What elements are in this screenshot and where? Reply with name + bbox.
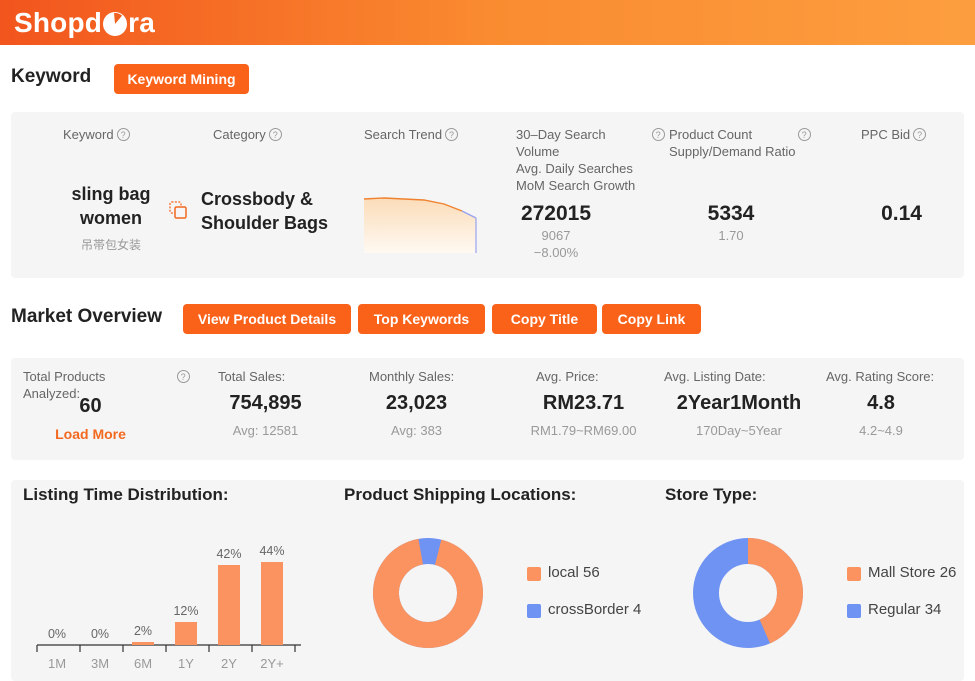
svg-text:42%: 42% — [216, 547, 241, 561]
svg-text:2Y: 2Y — [221, 656, 237, 671]
svg-text:3M: 3M — [91, 656, 109, 671]
svg-text:0%: 0% — [91, 627, 109, 641]
svg-text:1M: 1M — [48, 656, 66, 671]
svg-text:12%: 12% — [173, 604, 198, 618]
svg-text:2%: 2% — [134, 624, 152, 638]
svg-text:1Y: 1Y — [178, 656, 194, 671]
svg-text:6M: 6M — [134, 656, 152, 671]
svg-text:0%: 0% — [48, 627, 66, 641]
svg-text:44%: 44% — [259, 544, 284, 558]
svg-text:2Y+: 2Y+ — [260, 656, 284, 671]
